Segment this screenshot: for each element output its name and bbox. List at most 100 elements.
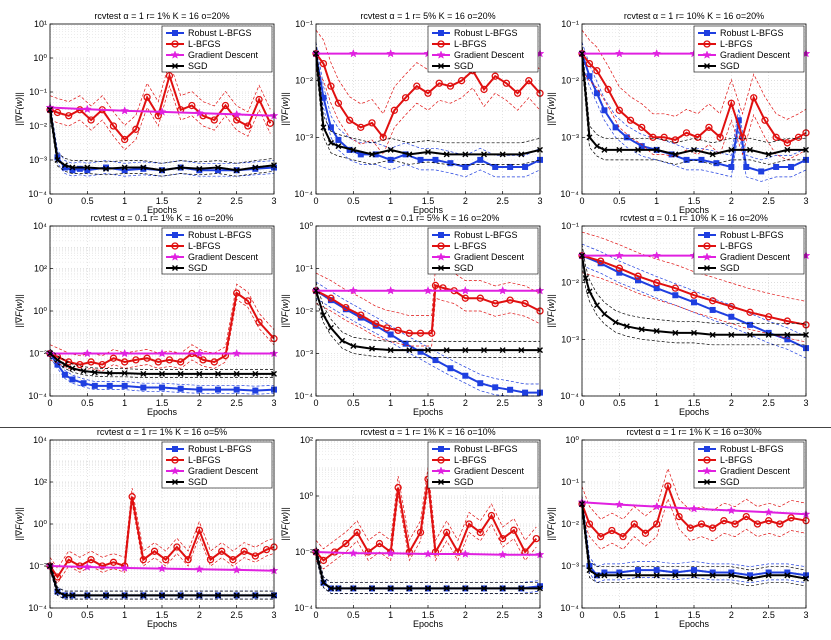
data-point [614,250,624,260]
data-point [720,517,728,525]
x-axis-label: Epochs [147,407,178,417]
x-tick-label: 2.5 [230,196,243,206]
data-point [196,370,203,377]
data-point [177,385,184,392]
legend-entry: L-BFGS [454,455,487,465]
data-point [84,592,91,599]
series-path [49,352,274,375]
data-point [653,572,660,579]
legend-marker [172,30,178,36]
data-point [162,556,170,564]
data-point [787,514,795,522]
data-point [87,556,95,564]
data-point [747,321,753,328]
data-point [601,107,608,114]
data-point [386,548,396,558]
data-point [586,288,593,295]
x-tick-label: 0.5 [347,398,360,408]
x-tick-label: 3 [537,398,542,408]
chart-panel-9: 0 0.5 1 1.5 2 2.5 3 10⁻⁴ 10⁻³ 10⁻² 10⁻¹ 10⁰ rcvtest … [546,427,811,629]
data-point [499,585,506,592]
chart-title: rcvtest α = 0.1 r= 5% K = 16 o=20% [357,213,500,223]
data-point [121,592,128,599]
legend-entry: Gradient Descent [454,252,525,262]
data-point [364,548,372,556]
legend-marker [171,242,179,250]
data-point [233,386,240,393]
data-point [425,585,431,592]
data-point [87,116,95,124]
spread-upper [49,349,275,387]
spread-lower [315,63,541,165]
legend-entry: Robust L-BFGS [720,28,784,38]
data-point [743,163,750,170]
spread-upper [581,231,807,302]
data-point [586,134,593,141]
data-point [462,372,469,379]
data-point [727,302,735,311]
data-point [91,369,98,376]
data-point [652,501,662,511]
data-point [783,317,791,325]
data-point [109,558,118,566]
spread-upper [49,487,275,569]
data-point [672,151,679,158]
data-point [753,520,762,528]
x-tick-label: 2.5 [496,610,509,620]
legend-entry: Gradient Descent [720,50,791,60]
x-tick-label: 1 [122,196,127,206]
y-tick-label: 10² [300,435,313,445]
legend-marker [436,466,446,475]
data-point [335,136,342,143]
data-point [461,294,469,302]
data-point [416,329,425,337]
data-point [626,116,635,124]
data-point [510,526,518,534]
data-point [177,358,185,366]
legend-marker [172,265,178,271]
data-point [342,539,350,548]
x-tick-label: 3 [803,610,808,620]
legend-entry: L-BFGS [454,241,487,251]
data-point [634,272,642,280]
y-tick-label: 10⁻¹ [295,19,313,29]
series-x-line [47,102,277,177]
data-point [635,146,641,153]
data-point [691,572,697,579]
data-point [103,592,109,599]
series-square-line [47,349,277,395]
data-point [357,123,365,132]
chart-panel-3: 0 0.5 1 1.5 2 2.5 3 10⁻⁴ 10⁻³ 10⁻² 10⁻¹ rcvtest α =… [546,11,811,215]
data-point [671,284,679,292]
data-point [221,101,230,110]
data-point [132,125,140,133]
data-point [386,48,396,58]
data-point [387,146,394,153]
data-point [98,562,106,570]
x-axis-label: Epochs [679,619,710,629]
x-tick-label: 1.5 [422,610,435,620]
legend-entry: Gradient Descent [720,466,791,476]
series-path [49,109,275,172]
series-path [581,482,807,538]
data-point [251,552,259,560]
data-point [159,384,165,391]
series-square-line [579,41,809,182]
x-tick-label: 2.5 [230,610,243,620]
data-point [765,331,772,338]
chart-panel-4: 0 0.5 1 1.5 2 2.5 3 10⁻⁴ 10⁻² 10⁰ 10² 10⁴ rcvtest α … [14,213,279,417]
data-point [499,151,506,158]
data-point [54,588,61,595]
chart-panel-5: 0 0.5 1 1.5 2 2.5 3 10⁻⁴ 10⁻³ 10⁻² 10⁻¹ 10⁰ rcvtest … [280,213,545,417]
y-tick-label: 10⁴ [33,435,47,445]
data-point [215,386,221,393]
data-point [165,356,174,364]
chart-title: rcvtest α = 1 r= 10% K = 16 o=20% [624,11,764,21]
data-point [218,547,226,555]
data-point [157,107,167,116]
data-point [761,116,769,124]
spread-upper [581,41,807,161]
data-point [244,122,252,130]
x-axis-label: Epochs [147,205,178,215]
